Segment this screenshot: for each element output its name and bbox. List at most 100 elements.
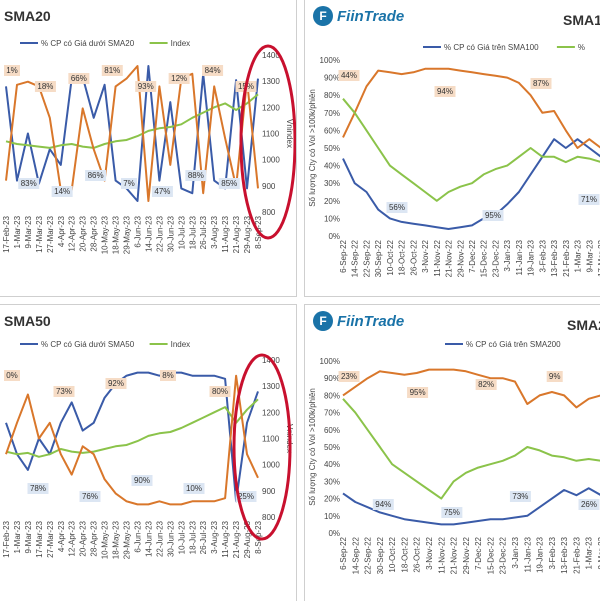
data-label: 83% [18, 178, 40, 189]
x-tick-label: 17-Mar-23 [35, 215, 44, 252]
data-label-text: 87% [533, 79, 549, 88]
series-line [5, 93, 259, 149]
x-tick-label: 11-Jan-23 [523, 536, 532, 572]
data-label-text: 86% [88, 171, 104, 180]
x-tick-label: 12-Apr-23 [68, 520, 77, 556]
x-tick-label: 14-Sep-22 [351, 536, 360, 574]
data-label-bg [530, 78, 552, 89]
y-tick-label: 20% [324, 197, 340, 206]
x-tick-label: 12-Apr-23 [68, 215, 77, 251]
x-tick-label: 9-Mar-23 [585, 239, 594, 272]
x-tick-label: 27-Mar-23 [46, 520, 55, 557]
x-tick-label: 21-Nov-22 [445, 239, 454, 277]
data-label-bg [34, 81, 56, 92]
y2-tick-label: 1200 [262, 408, 280, 417]
x-tick-label: 19-Jan-23 [536, 536, 545, 573]
data-label: 47% [151, 186, 173, 197]
data-label-text: 82% [478, 380, 494, 389]
data-label-text: 66% [71, 74, 87, 83]
data-label: 85% [218, 178, 240, 189]
x-tick-label: 17-Feb-23 [2, 520, 11, 557]
data-label: 73% [509, 491, 531, 502]
x-tick-label: 9-Mar-23 [24, 215, 33, 248]
y-tick-label: 0% [328, 529, 340, 538]
data-label-text: 95% [485, 211, 501, 220]
data-label-bg [121, 178, 137, 189]
x-tick-label: 3-Feb-23 [538, 239, 547, 272]
data-label-text: 76% [82, 492, 98, 501]
y-tick-label: 100% [320, 56, 340, 65]
y-tick-label: 40% [324, 460, 340, 469]
data-label-bg [386, 202, 408, 213]
data-label-bg [578, 499, 600, 510]
data-label-text: 95% [410, 388, 426, 397]
y2-tick-label: 1300 [262, 77, 280, 86]
chart-panel-sma20: SMA20 % CP có Giá dưới SMA20 Index 800 900 1… [0, 0, 297, 297]
x-tick-label: 3-Nov-22 [425, 536, 434, 569]
data-label: 8% [160, 370, 176, 381]
x-tick-label: 4-Apr-23 [57, 215, 66, 247]
x-tick-label: 21-Feb-23 [562, 239, 571, 276]
data-label-bg [101, 65, 123, 76]
y-tick-label: 60% [324, 126, 340, 135]
data-label-text: 23% [341, 372, 357, 381]
data-label-text: 9% [549, 372, 561, 381]
x-tick-label: 18-Jul-23 [188, 215, 197, 249]
data-label-text: 44% [341, 71, 357, 80]
x-tick-label: 7-Dec-22 [468, 239, 477, 272]
series-line [342, 398, 600, 500]
data-label-text: 75% [444, 508, 460, 517]
data-label-text: 94% [375, 500, 391, 509]
data-label-bg [475, 379, 497, 390]
x-tick-label: 6-Sep-22 [339, 536, 348, 569]
y-tick-label: 50% [324, 144, 340, 153]
x-tick-label: 14-Jun-23 [144, 520, 153, 557]
y2-tick-label: 1100 [262, 435, 280, 444]
data-label: 93% [135, 81, 157, 92]
data-label-text: 94% [437, 87, 453, 96]
data-label-text: 80% [212, 387, 228, 396]
x-tick-label: 3-Jan-23 [511, 536, 520, 568]
data-label: 44% [338, 70, 360, 81]
data-label-bg [578, 194, 600, 205]
x-tick-label: 1-Mar-23 [585, 536, 594, 569]
data-label: 12% [168, 73, 190, 84]
data-label-text: 12% [171, 74, 187, 83]
fiintrade-logo-icon: F [313, 311, 333, 331]
data-label-bg [218, 178, 240, 189]
fiintrade-logo-icon: F [313, 6, 333, 26]
data-label-text: 78% [30, 484, 46, 493]
x-tick-label: 6-Jun-23 [133, 215, 142, 247]
x-tick-label: 14-Sep-22 [351, 239, 360, 277]
data-label: 23% [338, 371, 360, 382]
x-tick-label: 21-Nov-22 [450, 536, 459, 574]
data-label-text: 83% [21, 179, 37, 188]
y-tick-label: 0% [328, 232, 340, 241]
x-tick-label: 29-Aug-23 [243, 520, 252, 558]
data-label-bg [441, 507, 463, 518]
x-tick-label: 11-Nov-22 [437, 536, 446, 573]
y-tick-label: 60% [324, 426, 340, 435]
chart-panel-sma100: F FiinTrade SMA10 % CP có Giá trên SMA10… [304, 0, 600, 297]
x-tick-label: 10-May-23 [101, 520, 110, 559]
series-line [5, 374, 259, 506]
x-tick-label: 21-Aug-23 [232, 520, 241, 558]
data-label-bg [18, 178, 40, 189]
x-tick-label: 4-Apr-23 [57, 520, 66, 552]
data-label: 90% [131, 475, 153, 486]
x-tick-label: 29-Nov-22 [456, 239, 465, 277]
x-tick-label: 28-Apr-23 [90, 215, 99, 251]
x-tick-label: 26-Oct-22 [413, 536, 422, 572]
data-label-bg [160, 370, 176, 381]
x-tick-label: 11-Aug-23 [221, 215, 230, 252]
x-tick-label: 18-Oct-22 [398, 239, 407, 275]
x-tick-label: 3-Nov-22 [421, 239, 430, 272]
x-tick-label: 1-Mar-23 [13, 215, 22, 248]
y-tick-label: 70% [324, 409, 340, 418]
data-label-text: 8% [162, 371, 174, 380]
data-label-text: 73% [56, 387, 72, 396]
data-label: 10% [183, 483, 205, 494]
data-label-text: 93% [138, 82, 154, 91]
x-tick-label: 22-Jun-23 [155, 520, 164, 557]
x-tick-label: 30-Jun-23 [166, 520, 175, 557]
